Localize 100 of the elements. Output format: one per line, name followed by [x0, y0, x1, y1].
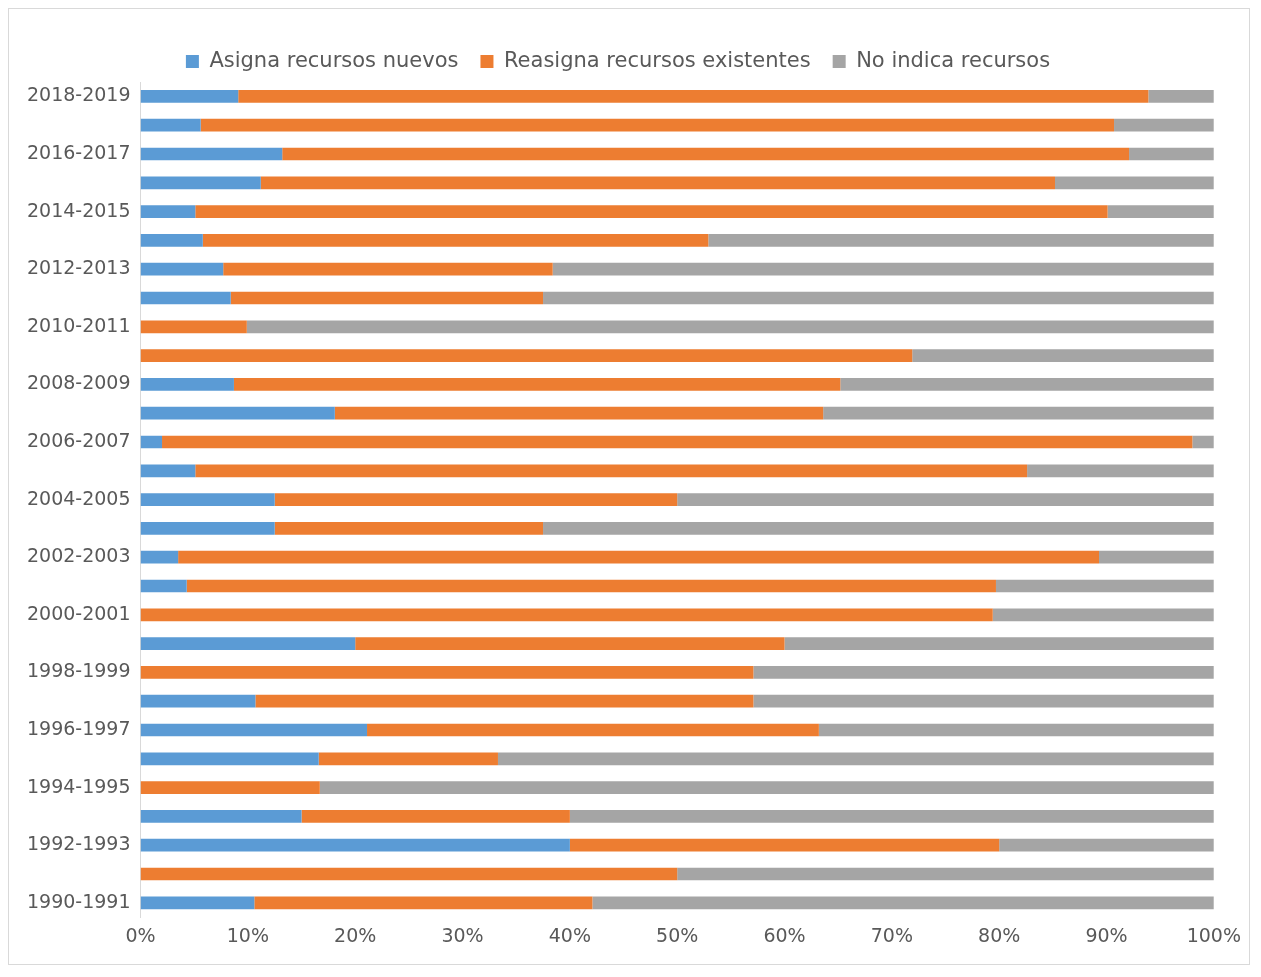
bar — [140, 867, 678, 881]
y-tick-label: 1992-1993 — [26, 832, 131, 855]
bar — [753, 694, 1214, 708]
bar — [140, 435, 163, 449]
bar — [140, 90, 239, 103]
bar — [1107, 205, 1214, 218]
bar — [140, 205, 196, 218]
bar — [301, 810, 570, 823]
bar — [677, 493, 1214, 506]
bar — [140, 234, 203, 247]
legend-label: No indica recursos — [856, 47, 1051, 72]
bar — [995, 579, 1214, 593]
y-tick-label: 2002-2003 — [26, 544, 131, 567]
bar — [255, 694, 754, 708]
x-tick-label: 40% — [548, 923, 591, 946]
bar — [140, 666, 754, 679]
legend-label: Asigna recursos nuevos — [209, 47, 459, 72]
bar — [497, 752, 1214, 766]
bar — [552, 262, 1214, 276]
bar — [140, 147, 283, 161]
bar — [140, 262, 224, 276]
bar — [543, 522, 1214, 535]
bar — [195, 464, 1028, 478]
bar — [708, 234, 1214, 247]
bar — [140, 838, 570, 852]
bar — [367, 723, 819, 737]
bar — [999, 838, 1214, 852]
bar — [1054, 176, 1214, 190]
bar — [992, 608, 1214, 622]
x-tick-label: 80% — [978, 923, 1021, 946]
bar — [230, 291, 544, 305]
y-tick-label: 1998-1999 — [26, 659, 131, 682]
bar — [140, 723, 368, 737]
bar — [140, 810, 302, 823]
y-tick-label: 2010-2011 — [26, 313, 131, 336]
bar — [1192, 435, 1214, 449]
bar — [840, 378, 1214, 391]
bar — [140, 781, 320, 794]
x-tick-label: 60% — [763, 923, 806, 946]
y-tick-label: 2000-2001 — [26, 601, 131, 624]
y-tick-label: 2006-2007 — [26, 428, 131, 451]
bar — [233, 378, 841, 391]
bar — [818, 723, 1214, 737]
x-tick-label: 10% — [226, 923, 270, 946]
bar — [140, 752, 319, 766]
bar — [569, 810, 1214, 823]
bar — [140, 320, 247, 334]
bar — [140, 493, 275, 506]
bar — [140, 349, 913, 362]
bar — [140, 550, 179, 564]
bar — [200, 118, 1115, 132]
bar — [753, 666, 1214, 679]
bar — [592, 896, 1214, 910]
legend-label: Reasigna recursos existentes — [503, 47, 811, 72]
bar — [677, 867, 1214, 881]
bar — [1148, 90, 1214, 103]
bar — [178, 550, 1099, 564]
bar — [140, 579, 187, 593]
bar — [569, 838, 1000, 852]
x-tick-label: 30% — [441, 923, 484, 946]
bar — [246, 320, 1214, 334]
x-tick-label: 90% — [1085, 923, 1128, 946]
bar — [140, 176, 261, 190]
bar — [1129, 147, 1214, 161]
bar — [912, 349, 1214, 362]
bar — [784, 637, 1214, 650]
bar — [195, 205, 1108, 218]
bar — [140, 522, 275, 535]
y-tick-label: 2018-2019 — [26, 83, 131, 106]
bar — [1114, 118, 1214, 132]
x-tick-label: 100% — [1186, 923, 1241, 946]
bar — [1027, 464, 1214, 478]
bar — [318, 752, 498, 766]
bar — [186, 579, 996, 593]
bar — [140, 464, 196, 478]
y-tick-label: 2014-2015 — [26, 198, 131, 221]
x-tick-label: 50% — [656, 923, 699, 946]
bar — [140, 896, 255, 910]
bar — [274, 493, 678, 506]
x-tick-label: 20% — [334, 923, 377, 946]
bar — [254, 896, 593, 910]
y-tick-label: 2008-2009 — [26, 371, 131, 394]
bar — [823, 406, 1214, 420]
y-tick-label: 2012-2013 — [26, 256, 131, 279]
bar — [355, 637, 785, 650]
bar — [223, 262, 553, 276]
bar — [274, 522, 544, 535]
y-tick-label: 1996-1997 — [26, 716, 131, 739]
y-tick-label: 2004-2005 — [26, 486, 131, 509]
bar — [140, 637, 356, 650]
y-tick-label: 1990-1991 — [26, 889, 131, 912]
bar — [140, 378, 234, 391]
bar — [260, 176, 1055, 190]
bar — [238, 90, 1149, 103]
bar — [140, 694, 256, 708]
y-tick-label: 1994-1995 — [26, 774, 131, 797]
bar — [140, 118, 201, 132]
bar — [162, 435, 1193, 449]
x-tick-label: 0% — [125, 923, 156, 946]
y-tick-label: 2016-2017 — [26, 140, 131, 163]
